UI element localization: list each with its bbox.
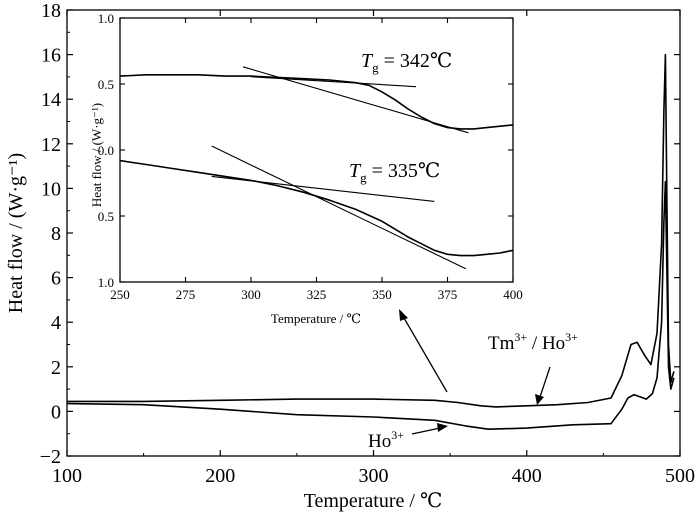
inset-y-tick-label: 0.0 [98, 143, 114, 158]
inset-x-tick-label: 400 [503, 287, 523, 302]
inset-tg-lower-sub: g [360, 170, 367, 185]
main-y-tick-label: 0 [51, 401, 61, 423]
inset-x-tick-label: 375 [438, 287, 458, 302]
inset-y-tick-label: 0.5 [98, 209, 114, 224]
inset-tg-lower-rest: = 335℃ [367, 160, 441, 182]
main-y-tick-label: 10 [41, 178, 61, 200]
annotation-tm-ho-sup1: 3+ [514, 330, 527, 344]
main-y-axis-title: Heat flow / (W·g⁻¹) [5, 153, 27, 313]
annotation-ho-main: Ho [368, 431, 391, 452]
inset-tangent-line-0 [250, 76, 417, 88]
inset-series-line-0 [119, 74, 514, 130]
inset-x-tick-label: 325 [307, 287, 327, 302]
main-y-tick-label: 2 [51, 357, 61, 379]
annotation-tm-ho-sup2: 3+ [565, 330, 578, 344]
inset-tg-lower-main: T [349, 160, 362, 182]
main-x-tick-label: 500 [665, 465, 695, 487]
main-series-lines [66, 53, 675, 430]
main-x-tick-label: 200 [205, 465, 235, 487]
inset-tg-upper: Tg = 342℃ [361, 50, 452, 75]
inset-tg-upper-sub: g [372, 60, 379, 75]
inset-series-lines [119, 74, 514, 257]
inset-y-tick-label: 1.0 [98, 275, 114, 290]
main-x-tick-label: 300 [359, 465, 389, 487]
inset-x-ticks: 250 275 300 325 350 375 400 [110, 18, 523, 302]
annotation-tm-ho-main: Tm [488, 333, 515, 354]
annotation-tm-ho-arrowhead [535, 394, 544, 405]
inset-x-tick-label: 250 [110, 287, 130, 302]
inset-tg-upper-main: T [361, 50, 374, 72]
annotation-ho-arrowhead [437, 423, 448, 432]
main-x-axis-title: Temperature / ℃ [304, 490, 443, 512]
inset-y-ticks: 1.0 0.5 0.0 0.5 1.0 [98, 11, 513, 290]
inset-x-tick-label: 300 [241, 287, 261, 302]
annotation-ho: Ho3+ [368, 428, 404, 452]
annotation-ho-arrow [411, 427, 441, 435]
inset-series-line-1 [119, 159, 514, 257]
inset-y-axis-title: Heat flow / (W·g⁻¹) [89, 103, 104, 207]
inset-pointer-arrowhead [399, 309, 408, 321]
inset-tg-lower: Tg = 335℃ [349, 160, 440, 185]
main-series-line-1 [66, 180, 675, 430]
inset-tangent-line-3 [211, 145, 467, 270]
main-y-tick-label: 6 [51, 268, 61, 290]
annotation-tm-ho: Tm3+ / Ho3+ [488, 330, 578, 354]
inset-x-tick-label: 350 [372, 287, 392, 302]
main-y-ticks: −2 0 2 4 6 8 10 12 14 16 18 [40, 0, 680, 468]
main-y-tick-label: 12 [41, 134, 61, 156]
inset-y-tick-label: 0.5 [98, 77, 114, 92]
main-x-tick-label: 400 [512, 465, 542, 487]
annotation-ho-sup: 3+ [391, 428, 404, 442]
main-y-tick-label: −2 [40, 446, 61, 468]
inset-plot-frame [119, 17, 514, 283]
main-y-tick-label: 16 [41, 45, 61, 67]
inset-x-axis-title: Temperature / ℃ [271, 311, 361, 326]
main-y-tick-label: 14 [41, 89, 61, 111]
main-y-tick-label: 18 [41, 0, 61, 22]
annotation-tm-ho-sep: / Ho [527, 333, 565, 354]
main-x-tick-label: 100 [52, 465, 82, 487]
main-y-tick-label: 4 [51, 312, 61, 334]
inset-x-tick-label: 275 [176, 287, 196, 302]
main-series-line-0 [67, 53, 675, 408]
inset-y-tick-label: 1.0 [98, 11, 114, 26]
main-y-tick-label: 8 [51, 223, 61, 245]
inset-pointer-arrow [403, 317, 448, 393]
inset-tg-upper-rest: = 342℃ [379, 50, 453, 72]
annotation-tm-ho-arrow [539, 366, 551, 398]
main-x-ticks: 100 200 300 400 500 [52, 10, 695, 487]
